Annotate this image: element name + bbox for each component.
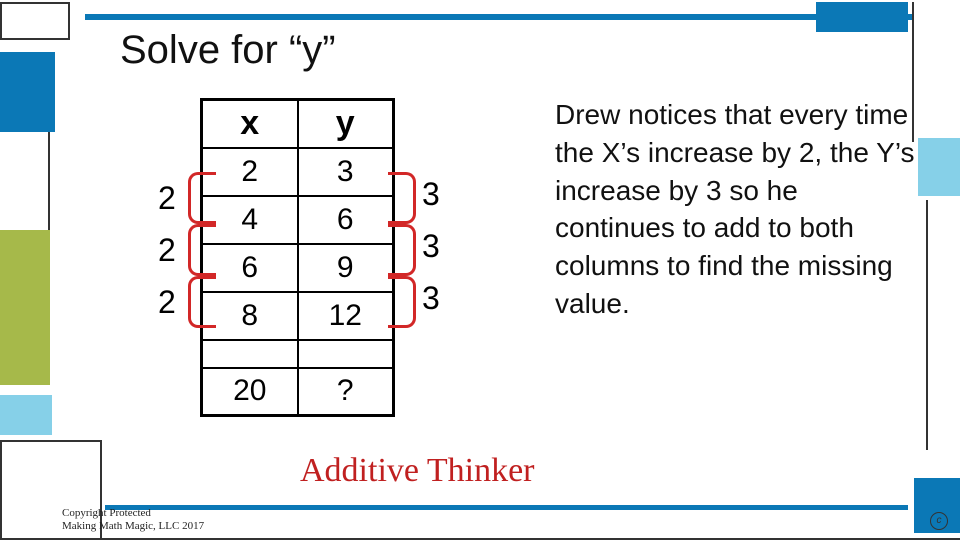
table-blank-row [202,340,394,368]
frame-left-olive [0,230,50,385]
table-row: 46 [202,196,394,244]
diff-left-2: 2 [158,232,176,269]
col-header-y: y [298,100,394,148]
frame-right-blue-box [816,2,908,32]
xy-table-wrap: x y 23 46 69 812 20? [200,98,395,417]
diff-right-1: 3 [422,176,440,213]
bracket-right-3 [388,276,416,328]
cell-y: 12 [298,292,394,340]
cell-y: 6 [298,196,394,244]
table-row: 69 [202,244,394,292]
bracket-right-2 [388,224,416,276]
frame-left-blue [0,52,55,132]
diff-left-3: 2 [158,284,176,321]
cell-x [202,340,298,368]
diff-right-2: 3 [422,228,440,265]
copyright: Copyright Protected Making Math Magic, L… [62,507,204,533]
frame-right-mid-white [926,200,960,450]
explanation-text: Drew notices that every time the X’s inc… [555,96,925,323]
cell-y: 3 [298,148,394,196]
frame-bottom-bar [105,505,908,510]
bracket-right-1 [388,172,416,224]
copyright-line1: Copyright Protected [62,507,151,519]
cell-y: 9 [298,244,394,292]
table-header-row: x y [202,100,394,148]
table-row: 812 [202,292,394,340]
bracket-left-1 [188,172,216,224]
bracket-left-2 [188,224,216,276]
category-label: Additive Thinker [300,452,535,490]
diff-left-1: 2 [158,180,176,217]
col-header-x: x [202,100,298,148]
frame-top-left-box [0,2,70,40]
cell-y: ? [298,368,394,416]
diff-right-3: 3 [422,280,440,317]
xy-table: x y 23 46 69 812 20? [200,98,395,417]
cell-x: 20 [202,368,298,416]
slide-title: Solve for “y” [120,28,336,73]
frame-left-lightblue [0,395,52,435]
copyright-line2: Making Math Magic, LLC 2017 [62,520,204,532]
footer-mark-icon: c [930,512,948,530]
cell-y [298,340,394,368]
table-row: 23 [202,148,394,196]
bracket-left-3 [188,276,216,328]
table-row: 20? [202,368,394,416]
